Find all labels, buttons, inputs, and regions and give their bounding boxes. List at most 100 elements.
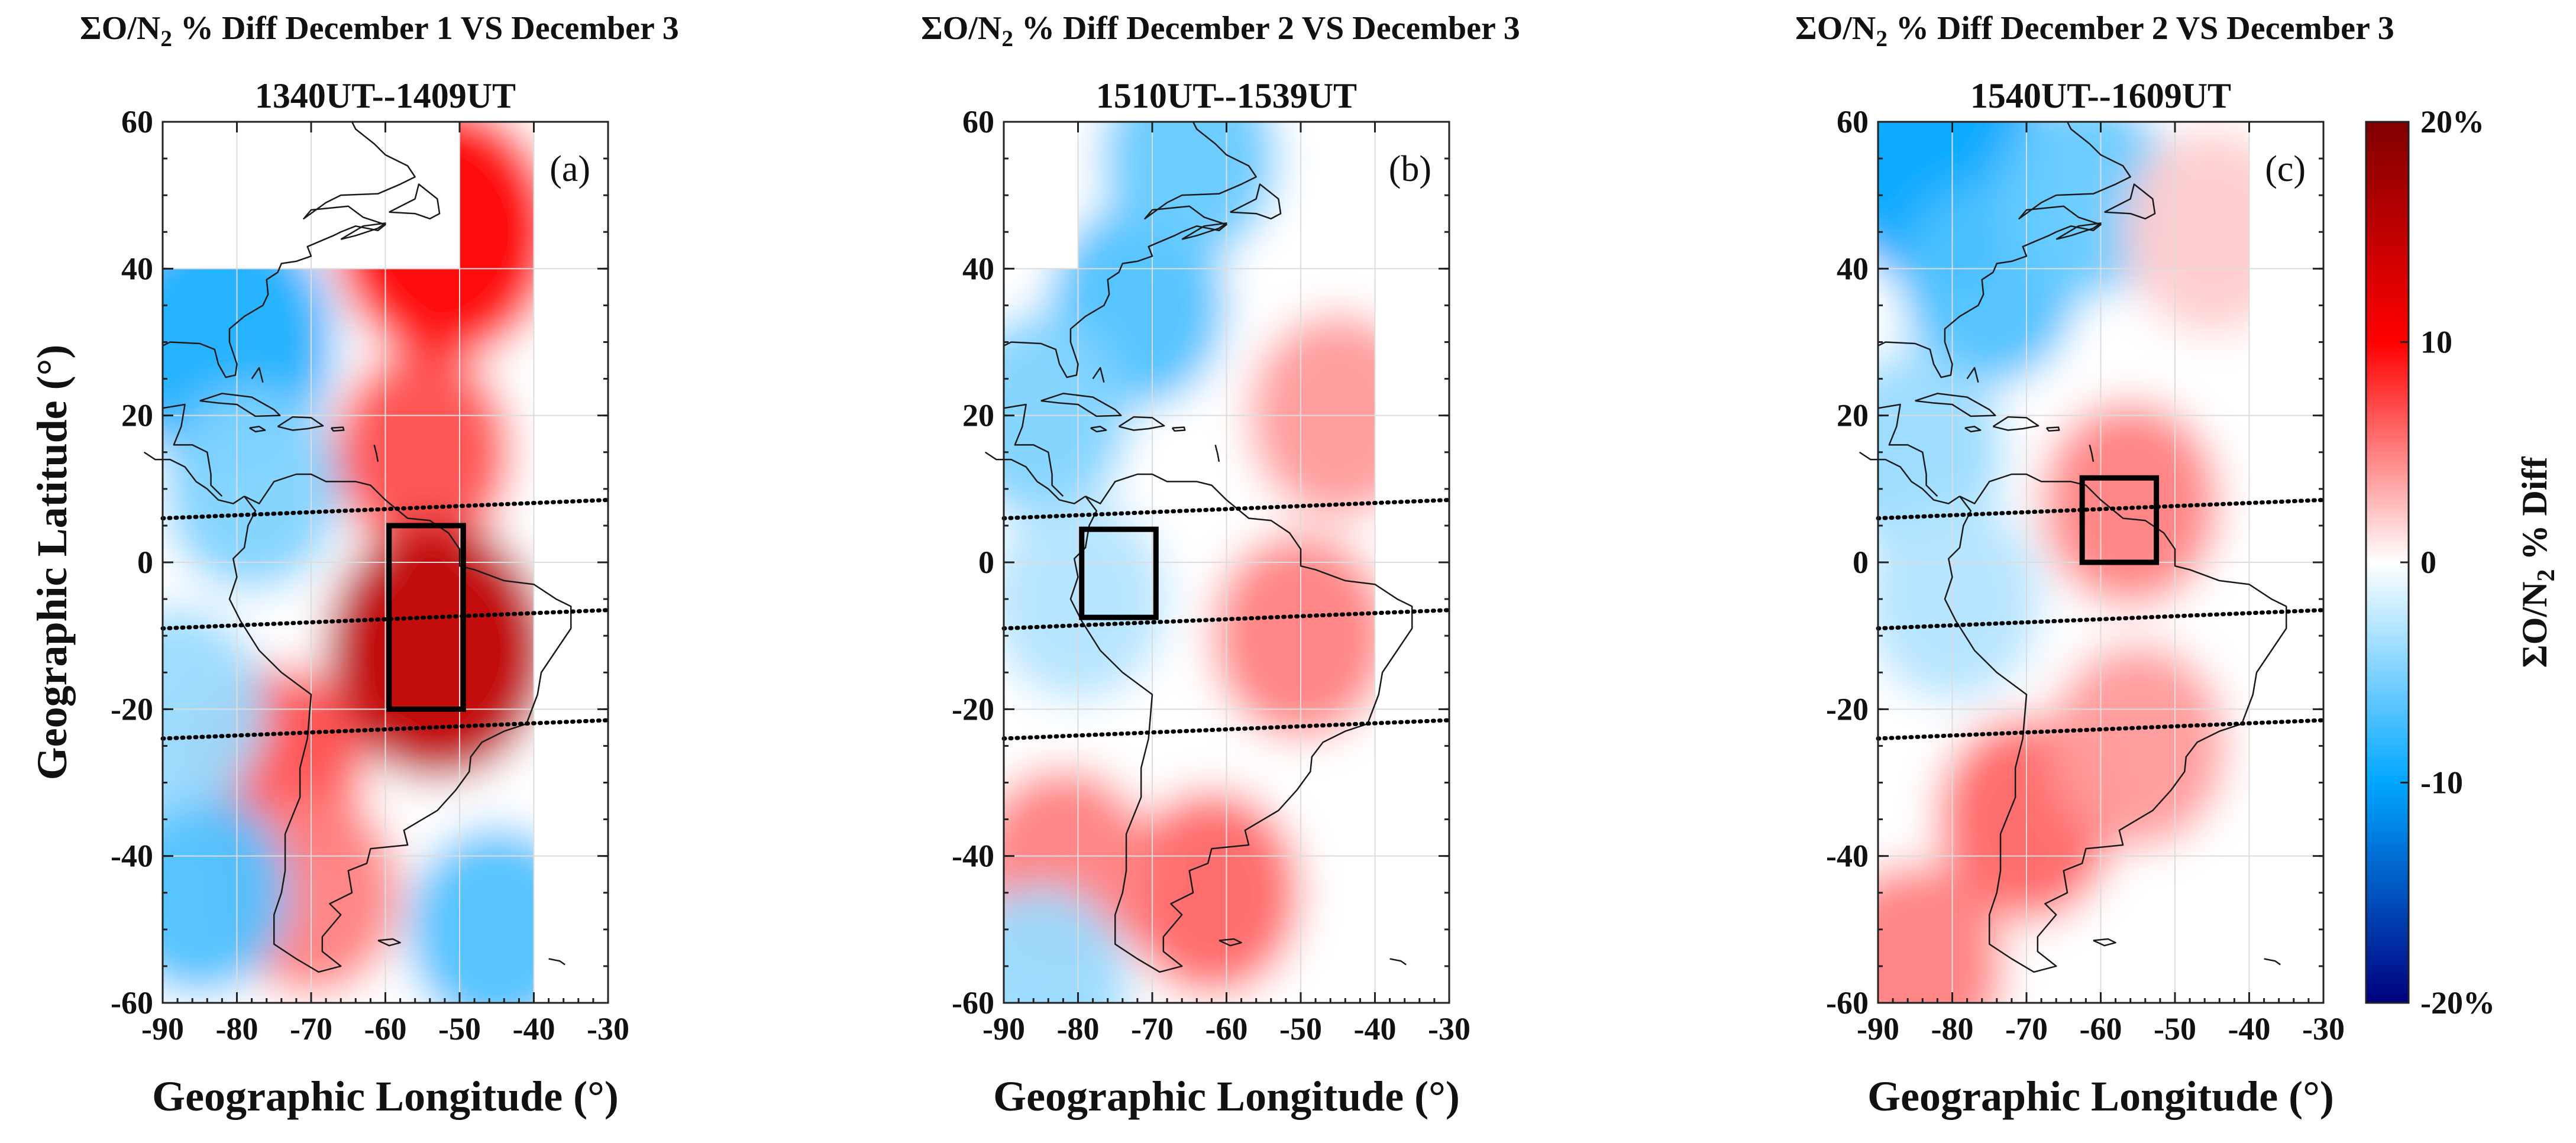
coastline <box>984 451 1086 504</box>
heatmap-anomaly <box>1004 886 1130 1003</box>
colorbar-tick-label: -10 <box>2420 765 2463 801</box>
y-tick-label: -40 <box>1826 838 1869 874</box>
coastline <box>377 938 401 947</box>
panel-label: (b) <box>1389 149 1431 189</box>
heatmap-anomaly <box>1004 497 1167 701</box>
dotted-line <box>160 608 610 631</box>
no-data-region <box>1004 122 1078 269</box>
coastline <box>2055 222 2102 240</box>
x-tick-label: -30 <box>587 1011 629 1047</box>
x-tick-label: -70 <box>1131 1011 1174 1047</box>
coastline <box>2093 938 2116 947</box>
coastline <box>1230 183 1282 220</box>
coastline <box>1069 473 1413 973</box>
y-tick-label: 20 <box>121 398 153 433</box>
y-tick-label: 40 <box>121 251 153 286</box>
heatmap-blur-layer <box>1878 122 2249 1003</box>
coastline <box>1964 426 1982 433</box>
y-tick-label: -60 <box>1826 985 1869 1021</box>
dotted-line <box>1876 718 2326 741</box>
heatmap-anomaly <box>325 521 534 780</box>
coastline <box>1877 121 2131 378</box>
coastline <box>199 393 281 417</box>
coastline <box>1877 403 1938 497</box>
dotted-line <box>1876 497 2326 520</box>
y-tick-label: -60 <box>952 985 994 1021</box>
x-tick-label: -50 <box>438 1011 481 1047</box>
colorbar-label-sub: 2 <box>2533 569 2560 582</box>
colorbar-tick-label: 10 <box>2420 325 2452 360</box>
coastline <box>373 445 379 462</box>
x-tick-label: -90 <box>1857 1011 1899 1047</box>
coastline <box>330 426 345 432</box>
heatmap-field <box>1004 122 1375 1003</box>
y-tick-label: -20 <box>1826 691 1869 727</box>
heatmap-anomaly <box>2123 129 2249 334</box>
coastline <box>1181 222 1227 240</box>
y-tick-label: 0 <box>137 545 153 580</box>
y-tick-label: -60 <box>111 985 153 1021</box>
panel-c: -90 -80 -70 -60 -50 -40 -30 -60 -40 -20 0 20 40 60 (c)… <box>1795 10 2394 1120</box>
heatmap-anomaly <box>408 827 534 1003</box>
y-tick-label: 0 <box>978 545 994 580</box>
x-tick-label: -70 <box>2005 1011 2048 1047</box>
region-box <box>1079 526 1159 620</box>
x-tick-label: -80 <box>216 1011 258 1047</box>
coastline <box>162 403 223 497</box>
coastline <box>1966 367 1979 383</box>
colorbar-tick-label: -20% <box>2420 985 2495 1021</box>
panel-time: 1340UT--1409UT <box>255 76 516 115</box>
heatmap-anomaly <box>163 387 341 591</box>
coastline <box>277 416 324 431</box>
x-tick-label: -90 <box>982 1011 1025 1047</box>
y-tick-label: -40 <box>952 838 994 874</box>
x-axis-label: Geographic Longitude (°) <box>152 1073 619 1120</box>
coastline <box>143 451 245 504</box>
coastline <box>1090 426 1107 433</box>
y-tick-label: 0 <box>1853 545 1869 580</box>
panel-title-suffix: % Diff December 2 VS December 3 <box>1013 10 1520 47</box>
y-tick-label: -20 <box>111 691 153 727</box>
heatmap-anomaly <box>1212 533 1375 738</box>
x-tick-label: -40 <box>513 1011 555 1047</box>
dotted-line <box>1001 718 1452 741</box>
region-box <box>386 523 466 712</box>
coastline <box>1992 416 2040 431</box>
coastline <box>1003 403 1064 497</box>
coastline <box>1003 121 1257 378</box>
y-tick-label: 40 <box>962 251 994 286</box>
dotted-line <box>160 497 610 520</box>
x-tick-label: -60 <box>1205 1011 1248 1047</box>
heatmap-anomaly <box>2041 401 2219 606</box>
panel-title-suffix: % Diff December 2 VS December 3 <box>1887 10 2394 47</box>
colorbar-tick-label: 20% <box>2420 104 2484 140</box>
colorbar-label: ΣO/N2 % Diff <box>2515 456 2560 668</box>
x-tick-label: -80 <box>1057 1011 1100 1047</box>
coastline <box>1944 473 2287 973</box>
dotted-line <box>1876 608 2326 631</box>
panel-title-sub: 2 <box>1001 26 1013 51</box>
x-tick-label: -50 <box>1279 1011 1322 1047</box>
region-box <box>2079 475 2160 565</box>
coastline <box>548 958 565 966</box>
heatmap-anomaly <box>1878 497 2041 701</box>
heatmap-anomaly <box>2049 643 2227 848</box>
panel-time: 1540UT--1609UT <box>1970 76 2231 115</box>
coastline <box>1218 938 1242 947</box>
coastline <box>2104 183 2156 220</box>
y-tick-label: 20 <box>1837 398 1869 433</box>
x-axis-label: Geographic Longitude (°) <box>1867 1073 2334 1120</box>
coastline <box>389 183 441 220</box>
x-axis-label: Geographic Longitude (°) <box>993 1073 1460 1120</box>
y-tick-label: 40 <box>1837 251 1869 286</box>
coastline <box>2264 958 2281 966</box>
panel-time: 1510UT--1539UT <box>1096 76 1357 115</box>
x-tick-label: -90 <box>141 1011 184 1047</box>
panel-title-prefix: ΣO/N <box>80 10 160 47</box>
coastline <box>1040 393 1122 417</box>
panel-label: (c) <box>2265 149 2306 189</box>
panel-title: ΣO/N2 % Diff December 2 VS December 3 <box>921 10 1520 51</box>
colorbar: 20% 10 0 -10 -20% ΣO/N2 % Diff <box>2365 104 2560 1021</box>
coastline <box>1859 451 1960 504</box>
heatmap-anomaly <box>1123 791 1301 995</box>
